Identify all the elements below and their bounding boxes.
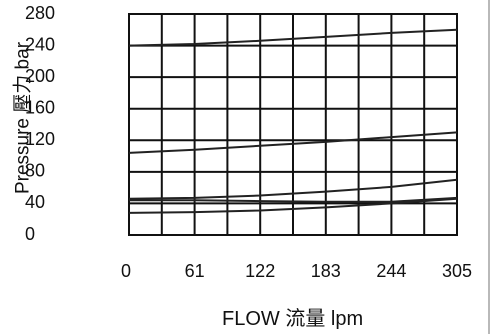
x-tick-label: 244	[376, 261, 406, 281]
x-axis-title: FLOW 流量 lpm	[222, 308, 364, 330]
x-tick-label: 122	[245, 261, 275, 281]
page-edge-rule	[488, 0, 490, 334]
y-tick-label: 160	[25, 97, 55, 117]
x-tick-label: 305	[442, 261, 472, 281]
series-line-5	[128, 197, 458, 214]
y-tick-label: 280	[25, 3, 55, 23]
plot-frame	[128, 13, 458, 236]
series-line-3	[128, 178, 458, 200]
y-tick-label: 80	[25, 161, 45, 181]
x-tick-label: 183	[311, 261, 341, 281]
y-tick-label: 0	[25, 224, 35, 244]
y-tick-label: 120	[25, 129, 55, 149]
y-tick-label: 240	[25, 34, 55, 54]
x-tick-label: 61	[185, 261, 205, 281]
y-axis-title: Pressure 壓力 bar	[12, 41, 34, 195]
y-tick-label: 200	[25, 66, 55, 86]
series-line-2	[128, 131, 458, 154]
series-line-1	[128, 28, 458, 47]
series-line-4	[129, 196, 458, 203]
y-tick-label: 40	[25, 192, 45, 212]
x-tick-label: 0	[121, 261, 131, 281]
y-axis-title-area: Pressure 壓力 bar	[0, 0, 40, 250]
